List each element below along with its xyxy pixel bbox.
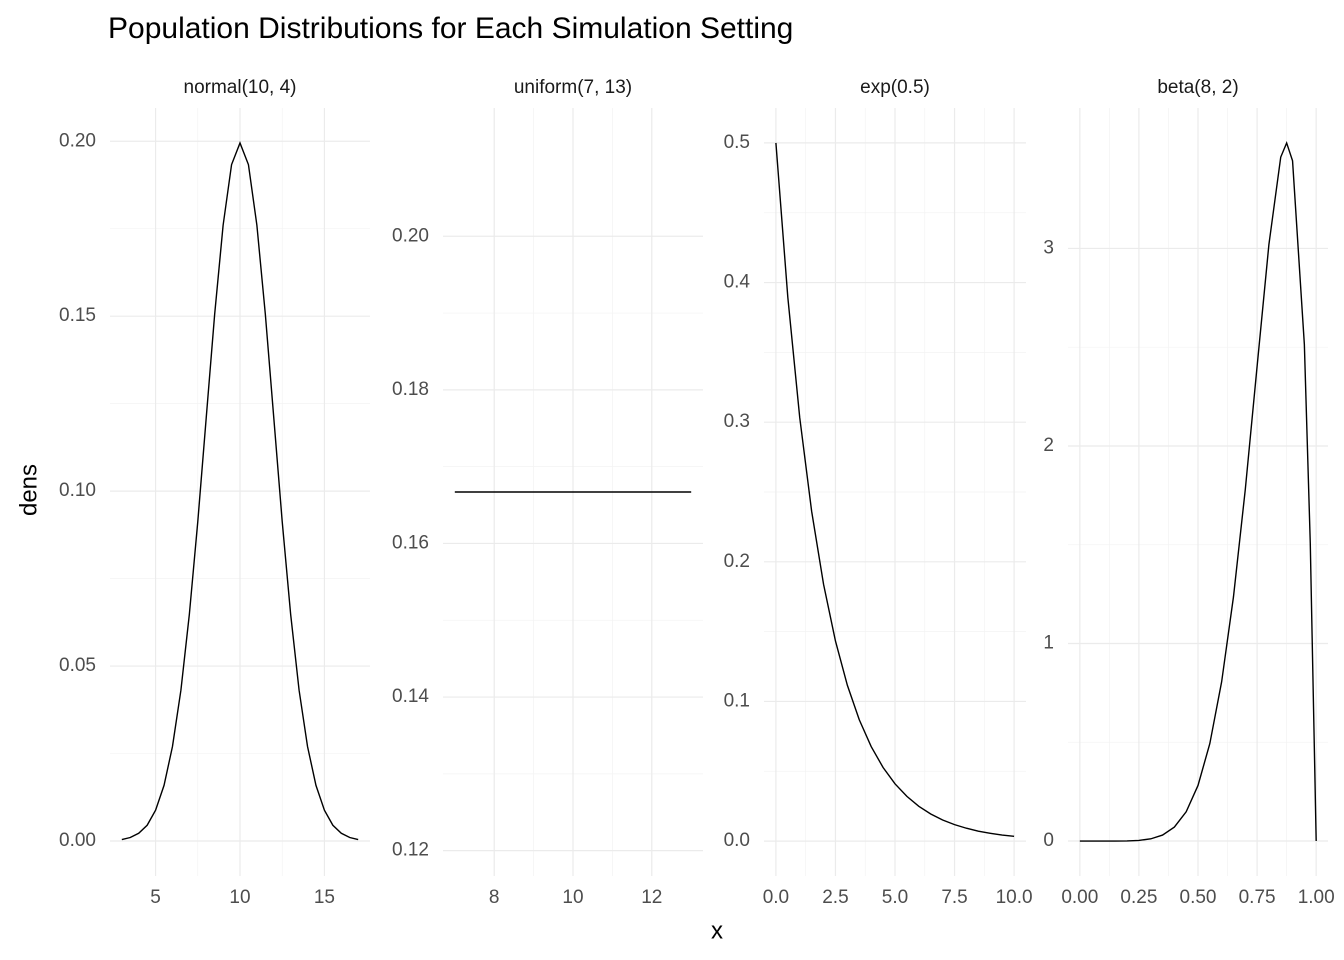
y-tick-label: 0.5	[724, 132, 750, 153]
density-line	[1079, 140, 1317, 842]
density-line	[775, 142, 1015, 838]
x-tick-label: 12	[641, 887, 662, 908]
facet-label: normal(10, 4)	[184, 77, 297, 98]
density-line	[121, 141, 359, 841]
y-tick-label: 0	[1043, 830, 1054, 851]
x-tick-label: 8	[489, 887, 500, 908]
y-tick-label: 0.20	[59, 130, 96, 151]
x-tick-label: 0.25	[1120, 887, 1157, 908]
x-tick-label: 10.0	[996, 887, 1033, 908]
y-tick-label: 0.16	[392, 532, 429, 553]
x-tick-label: 0.0	[763, 887, 789, 908]
x-tick-label: 1.00	[1298, 887, 1335, 908]
y-tick-label: 0.18	[392, 379, 429, 400]
facet-label: beta(8, 2)	[1157, 77, 1238, 98]
facet-label: uniform(7, 13)	[514, 77, 632, 98]
y-tick-label: 0.10	[59, 480, 96, 501]
facet-label: exp(0.5)	[860, 77, 930, 98]
x-tick-label: 10	[562, 887, 583, 908]
y-tick-label: 0.05	[59, 655, 96, 676]
y-tick-label: 0.0	[724, 830, 750, 851]
y-tick-label: 0.4	[724, 272, 751, 293]
x-tick-label: 0.50	[1180, 887, 1217, 908]
x-axis-label: x	[711, 917, 723, 944]
x-tick-label: 5	[150, 887, 161, 908]
x-tick-label: 0.75	[1239, 887, 1276, 908]
y-tick-label: 0.15	[59, 305, 96, 326]
chart-title: Population Distributions for Each Simula…	[108, 12, 793, 45]
y-axis-label: dens	[15, 464, 42, 516]
y-tick-label: 0.12	[392, 840, 429, 861]
x-tick-label: 2.5	[822, 887, 848, 908]
y-tick-label: 1	[1043, 633, 1054, 654]
x-tick-label: 15	[314, 887, 335, 908]
x-tick-label: 0.00	[1061, 887, 1098, 908]
y-tick-label: 2	[1043, 435, 1054, 456]
y-tick-label: 3	[1043, 237, 1054, 258]
x-tick-label: 10	[229, 887, 250, 908]
y-tick-label: 0.3	[724, 411, 750, 432]
x-tick-label: 7.5	[941, 887, 967, 908]
y-tick-label: 0.00	[59, 830, 96, 851]
y-tick-label: 0.14	[392, 686, 429, 707]
y-tick-label: 0.2	[724, 551, 750, 572]
x-tick-label: 5.0	[882, 887, 908, 908]
y-tick-label: 0.1	[724, 690, 750, 711]
y-tick-label: 0.20	[392, 225, 429, 246]
